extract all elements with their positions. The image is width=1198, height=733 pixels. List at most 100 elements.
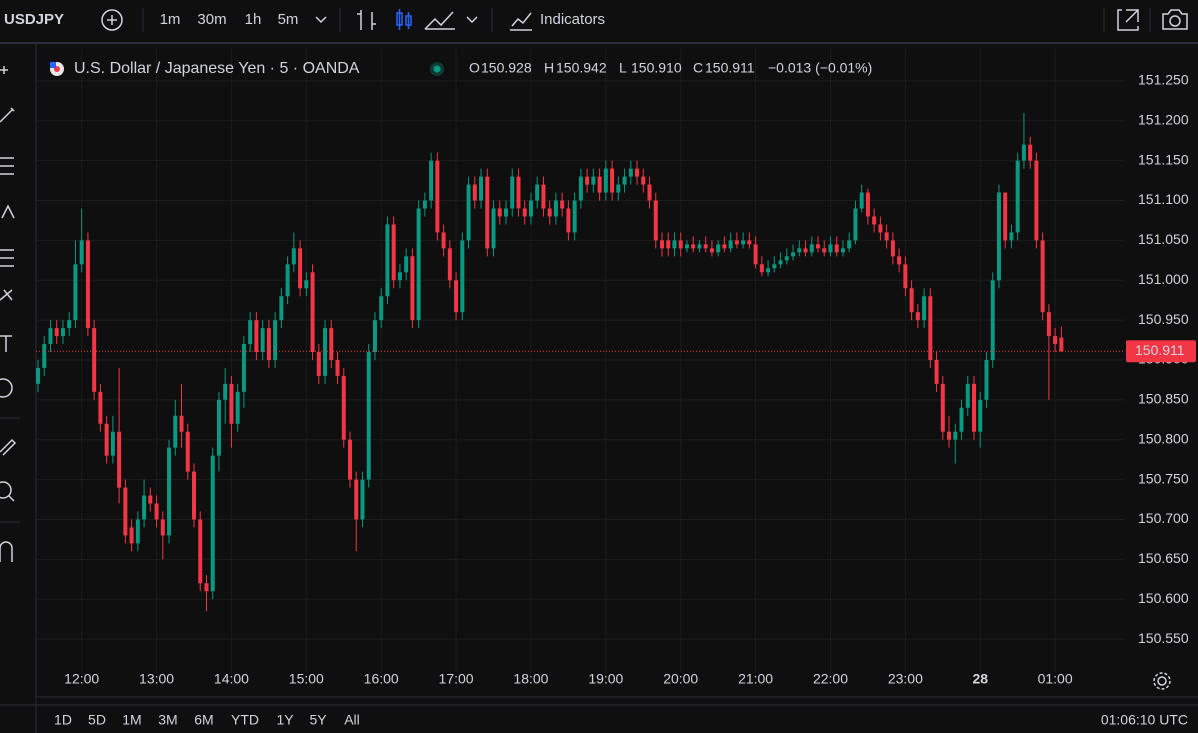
candle-body [316,352,321,376]
candle-body [791,252,796,257]
candle-body [48,328,53,345]
x-tick-label: 01:00 [1038,671,1073,687]
candle-body [566,208,571,233]
x-tick-label: 18:00 [513,671,548,687]
x-tick-label: 19:00 [588,671,623,687]
candle-body [922,296,927,321]
candle-body [909,288,914,313]
candle-body [435,160,440,233]
ohlc-letter: C [693,60,703,76]
settings-button[interactable] [1153,672,1171,690]
range-button[interactable]: 5Y [309,712,327,728]
candle-body [460,240,465,313]
y-tick-label: 151.000 [1138,271,1189,287]
candle-body [672,240,677,249]
interval-button[interactable]: 5m [278,11,299,28]
candle-body [192,471,196,520]
range-button[interactable]: All [344,712,360,728]
last-price-label: 150.911 [1135,342,1185,358]
y-tick-label: 150.650 [1138,550,1189,566]
candle-body [142,495,147,520]
candle-body [291,248,296,265]
candles [36,112,1064,612]
symbol[interactable]: USDJPY [4,11,64,28]
candle-body [522,208,527,217]
axes: 150.550 150.600 150.650 150.700 150.750 150.8… [36,72,1196,687]
candle-body [878,224,883,233]
range-buttons: 1D 5D 1M 3M 6M YTD 1Y 5Y All [54,712,360,728]
candle-body [635,168,640,177]
candle-body [947,431,952,440]
interval-dropdown[interactable] [315,16,327,24]
indicators-button[interactable]: Indicators [540,11,605,28]
candle-body [990,280,995,360]
bar-style-button[interactable] [357,10,376,30]
candle-body [229,383,234,424]
y-tick-label: 150.950 [1138,311,1189,327]
fullscreen-button[interactable] [1117,9,1139,31]
range-button[interactable]: 5D [88,712,106,728]
interval-button[interactable]: 30m [197,11,226,28]
candle-body [167,447,172,536]
candle-style-button[interactable] [396,9,412,30]
candle-body [260,328,265,353]
clock: 01:06:10 UTC [1101,712,1188,728]
x-tick-label: 21:00 [738,671,773,687]
range-button[interactable]: 1Y [276,712,294,728]
indicators-icon[interactable] [510,12,532,31]
x-tick-label: 14:00 [214,671,249,687]
y-tick-label: 151.100 [1138,191,1189,207]
candle-body [741,240,746,245]
range-button[interactable]: 1D [54,712,72,728]
candle-body [441,232,446,249]
candle-body [372,320,377,353]
candle-body [1034,160,1039,241]
chart-type-dropdown[interactable] [466,16,478,24]
y-tick-label: 150.600 [1138,590,1189,606]
candle-body [560,200,565,209]
snapshot-button[interactable] [1162,9,1188,30]
candle-body [416,208,421,321]
candle-body [379,296,384,321]
drawing-tools[interactable] [0,66,17,562]
candle-body [173,415,178,448]
candle-body [404,256,409,273]
range-button[interactable]: 6M [194,712,213,728]
candle-body [385,224,390,297]
candle-body [154,503,159,520]
add-symbol-button[interactable] [101,9,123,31]
candle-body [73,264,78,321]
candle-body [497,208,502,217]
candle-body [847,240,852,249]
interval-button[interactable]: 1h [245,11,262,28]
candle-body [329,328,334,360]
candle-body [759,264,764,273]
interval-button[interactable]: 1m [160,11,181,28]
range-button[interactable]: 1M [122,712,141,728]
candle-body [816,244,820,249]
candle-body [572,200,577,233]
ohlc-legend: O 150.928 H 150.942 L 150.910 C 150.911 [469,60,755,76]
candle-body [978,399,983,432]
x-tick-label: 22:00 [813,671,848,687]
candle-body [123,487,128,536]
candle-body [198,519,203,584]
symbol-title: U.S. Dollar / Japanese Yen · 5 · OANDA [74,60,360,77]
area-style-button[interactable] [424,11,455,30]
candle-body [972,383,976,432]
range-button[interactable]: 3M [158,712,177,728]
last-price-tag [1126,340,1196,363]
candle-body [716,244,721,253]
candle-body [1040,240,1045,313]
candle-body [92,328,97,392]
candle-body [809,244,814,253]
range-button[interactable]: YTD [231,712,259,728]
x-tick-label: 15:00 [289,671,324,687]
x-tick-label: 12:00 [64,671,99,687]
candle-body [797,248,802,253]
y-tick-label: 151.150 [1138,151,1189,167]
candle-body [697,244,702,249]
candle-body [85,240,90,329]
